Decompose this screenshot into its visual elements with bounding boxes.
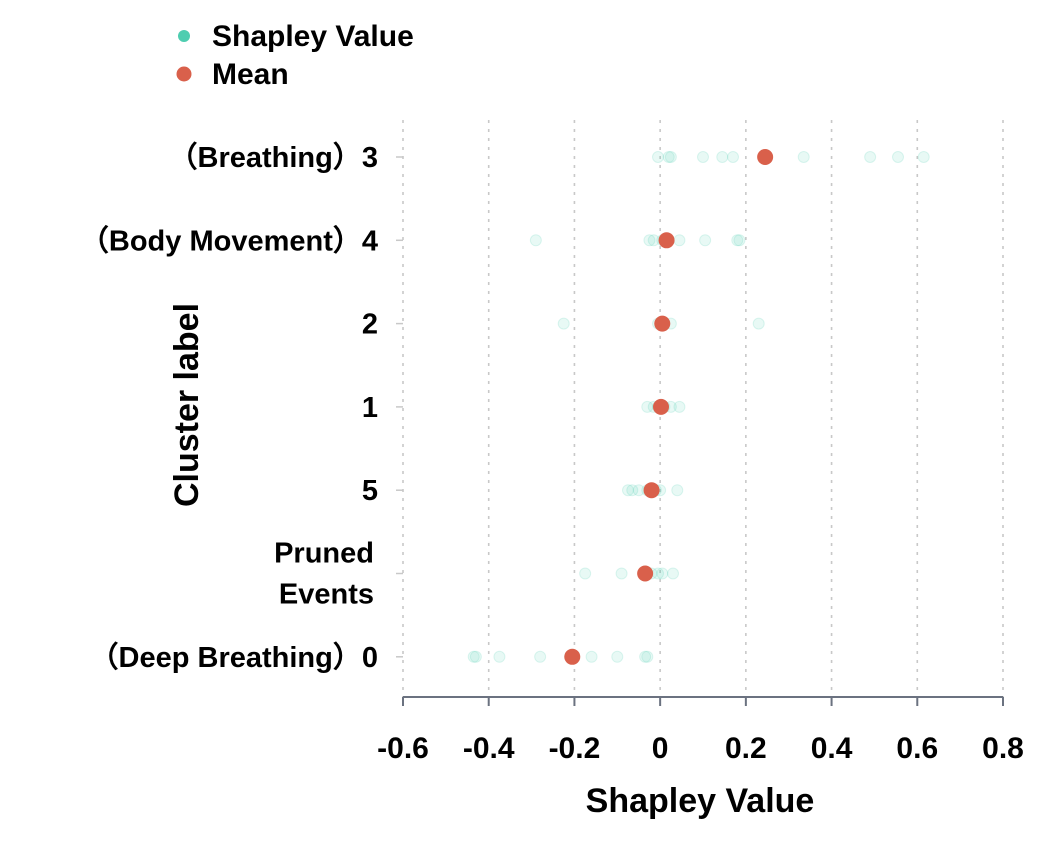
shapley-point bbox=[673, 400, 686, 413]
y-axis-labels: （Breathing）3 （Body Movement）4 2 1 5 Pruned Eve… bbox=[80, 141, 403, 674]
legend-label: Shapley Value bbox=[212, 20, 414, 53]
shapley-point bbox=[641, 650, 654, 663]
x-tick-label: 0.8 bbox=[982, 732, 1024, 765]
x-axis-title: Shapley Value bbox=[586, 782, 815, 820]
shapley-point bbox=[727, 151, 739, 163]
mean-point bbox=[653, 398, 669, 415]
y-category-label: 2 bbox=[362, 309, 378, 341]
x-tick-label: -0.2 bbox=[549, 732, 601, 765]
mean-point bbox=[564, 648, 581, 665]
x-tick-label: -0.6 bbox=[377, 732, 429, 765]
legend-label: Mean bbox=[212, 58, 289, 91]
shapley-point bbox=[656, 567, 669, 580]
shapley-point bbox=[733, 234, 746, 247]
mean-point bbox=[637, 565, 654, 582]
shapley-point bbox=[615, 567, 628, 580]
y-category-label: （Body Movement）4 bbox=[80, 224, 378, 257]
y-category-label: 5 bbox=[362, 475, 378, 507]
shapley-point bbox=[716, 151, 729, 163]
shapley-point bbox=[626, 484, 639, 497]
shapley-point bbox=[697, 151, 709, 163]
x-tick-label: 0.6 bbox=[896, 732, 938, 765]
shapley-point bbox=[622, 484, 634, 497]
shapley-point bbox=[652, 151, 664, 163]
y-category-label: Pruned bbox=[274, 538, 374, 570]
shapley-point bbox=[892, 151, 904, 163]
shapley-point bbox=[611, 650, 624, 663]
shapley-point bbox=[864, 151, 877, 163]
shapley-point bbox=[557, 317, 570, 330]
legend: Shapley Value Mean bbox=[176, 20, 414, 91]
mean-point bbox=[643, 482, 660, 499]
shapley-point bbox=[534, 650, 547, 663]
shapley-point bbox=[469, 650, 482, 663]
shapley-point bbox=[579, 567, 592, 580]
shapley-point bbox=[667, 567, 679, 580]
y-category-label: （Breathing）3 bbox=[169, 141, 378, 174]
legend-marker bbox=[178, 30, 190, 42]
mean-point bbox=[654, 315, 671, 332]
x-tick-label: 0.2 bbox=[725, 732, 767, 765]
shapley-point bbox=[493, 650, 506, 663]
grid-lines bbox=[402, 120, 1004, 697]
shapley-point bbox=[752, 317, 765, 330]
y-category-label: （Deep Breathing）0 bbox=[90, 641, 378, 674]
data-points bbox=[467, 149, 930, 665]
x-tick-label: -0.4 bbox=[463, 732, 515, 765]
shapley-point bbox=[641, 400, 654, 413]
shapley-point bbox=[797, 151, 810, 163]
shapley-point bbox=[917, 151, 930, 163]
shapley-point bbox=[671, 484, 684, 497]
mean-point bbox=[757, 149, 774, 165]
shapley-point bbox=[699, 234, 712, 247]
mean-point bbox=[658, 232, 675, 249]
y-axis-title: Cluster label bbox=[168, 303, 206, 507]
shapley-point bbox=[639, 650, 652, 663]
shapley-point bbox=[662, 151, 675, 163]
x-tick-label: 0.4 bbox=[811, 732, 853, 765]
shapley-point bbox=[731, 234, 744, 247]
legend-marker bbox=[176, 66, 192, 82]
shapley-point bbox=[467, 650, 480, 663]
shapley-point bbox=[664, 151, 677, 163]
x-axis: -0.6 -0.4 -0.2 0 0.2 0.4 0.6 0.8 bbox=[377, 696, 1024, 765]
y-category-label: 1 bbox=[362, 392, 378, 424]
shapley-point bbox=[529, 234, 542, 247]
shapley-point bbox=[585, 650, 598, 663]
shapley-point bbox=[643, 234, 656, 247]
x-tick-label: 0 bbox=[652, 732, 669, 765]
shapley-point bbox=[673, 234, 686, 247]
y-category-label: Events bbox=[279, 579, 374, 611]
